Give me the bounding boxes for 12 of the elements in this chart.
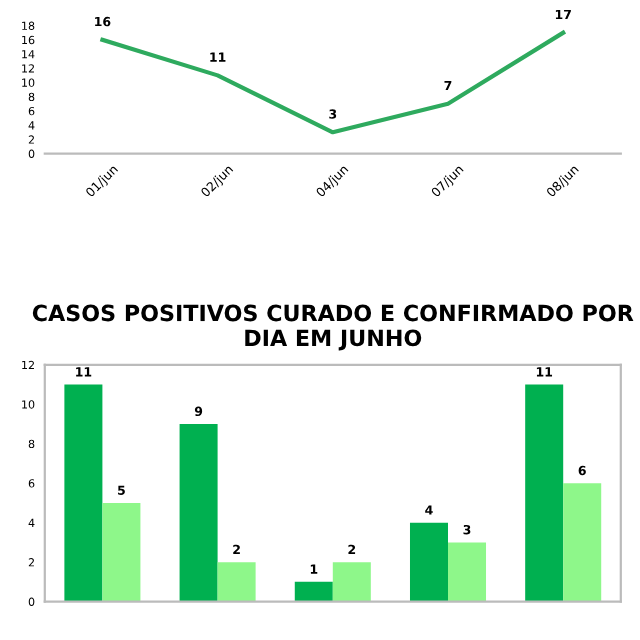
bar — [448, 542, 487, 602]
chart-title: CASOS POSITIVOS CURADO E CONFIRMADO POR DIA EM JUNHO — [32, 304, 634, 351]
bar — [563, 483, 602, 602]
bar — [525, 384, 564, 602]
bar — [102, 502, 141, 602]
bar — [64, 384, 103, 602]
bar — [409, 522, 448, 602]
line-series — [100, 30, 566, 135]
bar — [217, 562, 256, 602]
bar — [179, 424, 218, 602]
bar — [332, 562, 371, 602]
bar — [294, 581, 333, 602]
